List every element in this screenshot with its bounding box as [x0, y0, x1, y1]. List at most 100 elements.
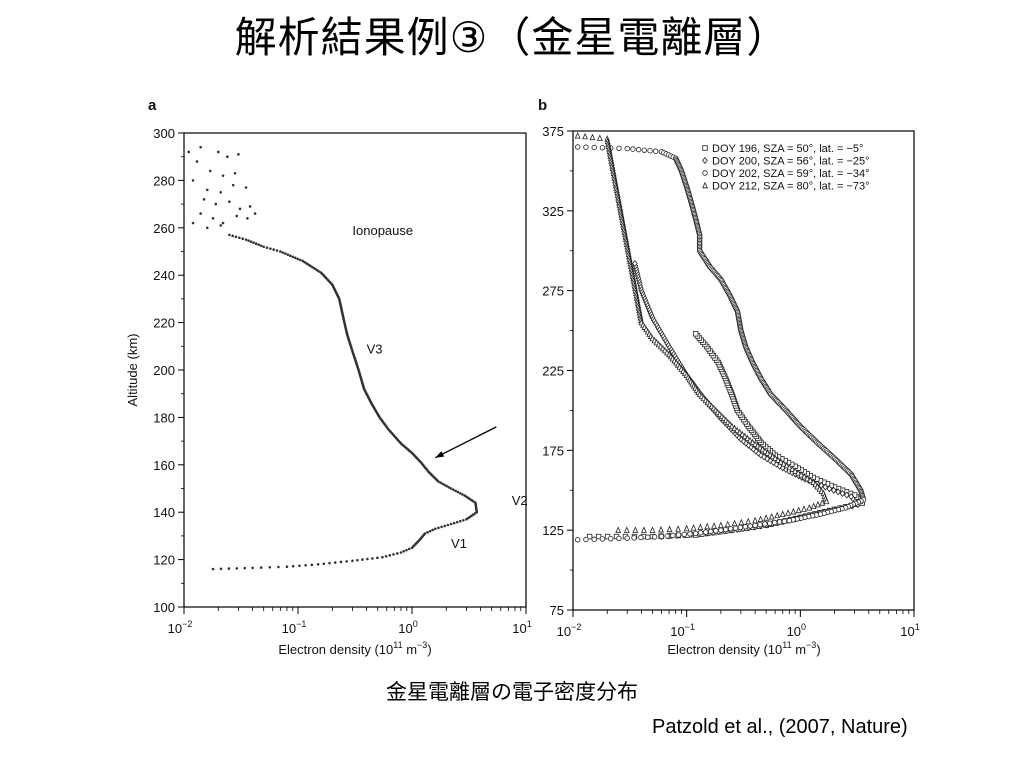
data-point-triangle: [717, 521, 724, 529]
data-point: [441, 482, 444, 486]
data-point-triangle: [819, 499, 826, 506]
data-point: [259, 244, 263, 248]
data-point-triangle: [658, 525, 664, 533]
panel-a-frame: [183, 132, 527, 608]
data-point-triangle: [632, 526, 639, 533]
data-point: [226, 155, 229, 158]
data-point: [361, 558, 364, 561]
data-point-triangle: [697, 523, 704, 530]
data-point-circle: [599, 145, 606, 151]
data-point-triangle: [804, 474, 811, 482]
data-point-diamond: [822, 483, 829, 491]
data-point: [288, 254, 292, 258]
y-tick-label: 200: [153, 363, 175, 378]
data-point: [458, 519, 462, 523]
data-point: [214, 202, 218, 206]
data-point-triangle: [786, 463, 793, 471]
citation: Patzold et al., (2007, Nature): [652, 716, 908, 738]
data-point-circle: [616, 535, 622, 542]
data-point: [449, 522, 453, 526]
data-point-circle: [698, 530, 704, 536]
data-point-square: [692, 331, 699, 337]
panel-a-ylabel: Altitude (km): [125, 334, 140, 407]
data-point: [277, 565, 280, 569]
x-tick-label: 10−2: [168, 619, 193, 636]
data-point-diamond: [839, 489, 846, 497]
data-point-circle: [786, 517, 793, 524]
data-point: [219, 224, 223, 227]
data-point: [265, 246, 269, 250]
data-point-circle: [723, 526, 729, 533]
data-point: [455, 520, 459, 524]
data-point: [205, 188, 209, 192]
x-tick-label: 10−1: [670, 622, 695, 639]
data-point-diamond: [835, 488, 841, 496]
data-point-circle: [608, 535, 614, 542]
y-tick-label: 225: [542, 364, 564, 379]
data-point-triangle: [757, 515, 764, 523]
data-point: [247, 239, 250, 242]
data-point-triangle: [768, 512, 775, 520]
data-point-circle: [762, 521, 768, 527]
annotation-label: V3: [367, 341, 383, 356]
data-point: [219, 567, 223, 571]
data-point: [298, 564, 301, 568]
data-point: [405, 548, 408, 552]
data-point-triangle: [704, 522, 711, 530]
data-point: [228, 200, 231, 204]
data-point: [431, 528, 434, 532]
data-point-triangle: [823, 497, 830, 505]
data-point-triangle: [774, 511, 781, 519]
data-point-triangle: [574, 132, 581, 139]
annotation-label: V2: [512, 493, 528, 508]
annotation-arrow: [434, 426, 497, 459]
y-tick-label: 100: [153, 600, 175, 615]
y-tick-label: 120: [153, 553, 175, 568]
data-point-triangle: [801, 505, 807, 512]
data-point: [269, 247, 272, 250]
data-point-circle: [647, 147, 653, 154]
data-point: [234, 235, 238, 239]
data-point-triangle: [589, 133, 596, 141]
data-point: [454, 489, 457, 493]
data-point-triangle: [783, 461, 790, 469]
data-point: [298, 258, 302, 262]
data-point: [462, 518, 465, 522]
data-point-triangle: [724, 520, 731, 528]
data-point: [440, 525, 443, 529]
data-point: [310, 563, 314, 567]
data-point: [228, 233, 231, 237]
y-tick-label: 325: [542, 204, 564, 219]
data-point-diamond: [826, 485, 833, 493]
data-point: [463, 494, 467, 497]
data-point: [312, 266, 316, 270]
y-tick-label: 260: [153, 221, 175, 236]
data-point: [356, 558, 359, 562]
data-point-circle: [752, 522, 758, 529]
x-tick-label: 101: [512, 619, 531, 636]
data-point: [304, 563, 307, 567]
data-point-triangle: [640, 526, 647, 533]
data-point-circle: [670, 532, 676, 539]
data-point: [452, 521, 456, 525]
data-point-triangle: [683, 524, 690, 532]
data-point-triangle: [739, 430, 746, 438]
data-point-triangle: [790, 507, 797, 515]
data-point-circle: [713, 528, 719, 534]
x-tick-label: 100: [398, 619, 417, 636]
data-point: [241, 237, 244, 241]
data-point-circle: [583, 144, 589, 150]
data-point: [443, 524, 447, 528]
data-point-circle: [575, 537, 581, 543]
data-point-circle: [703, 529, 709, 535]
data-point-triangle: [772, 454, 779, 462]
data-point-circle: [747, 523, 753, 529]
data-point-triangle: [675, 525, 682, 532]
data-point-circle: [653, 148, 659, 154]
data-point: [371, 557, 374, 560]
data-point-triangle: [596, 134, 603, 141]
data-point-circle: [591, 144, 597, 151]
data-point-circle: [616, 145, 622, 151]
data-point: [227, 567, 231, 570]
